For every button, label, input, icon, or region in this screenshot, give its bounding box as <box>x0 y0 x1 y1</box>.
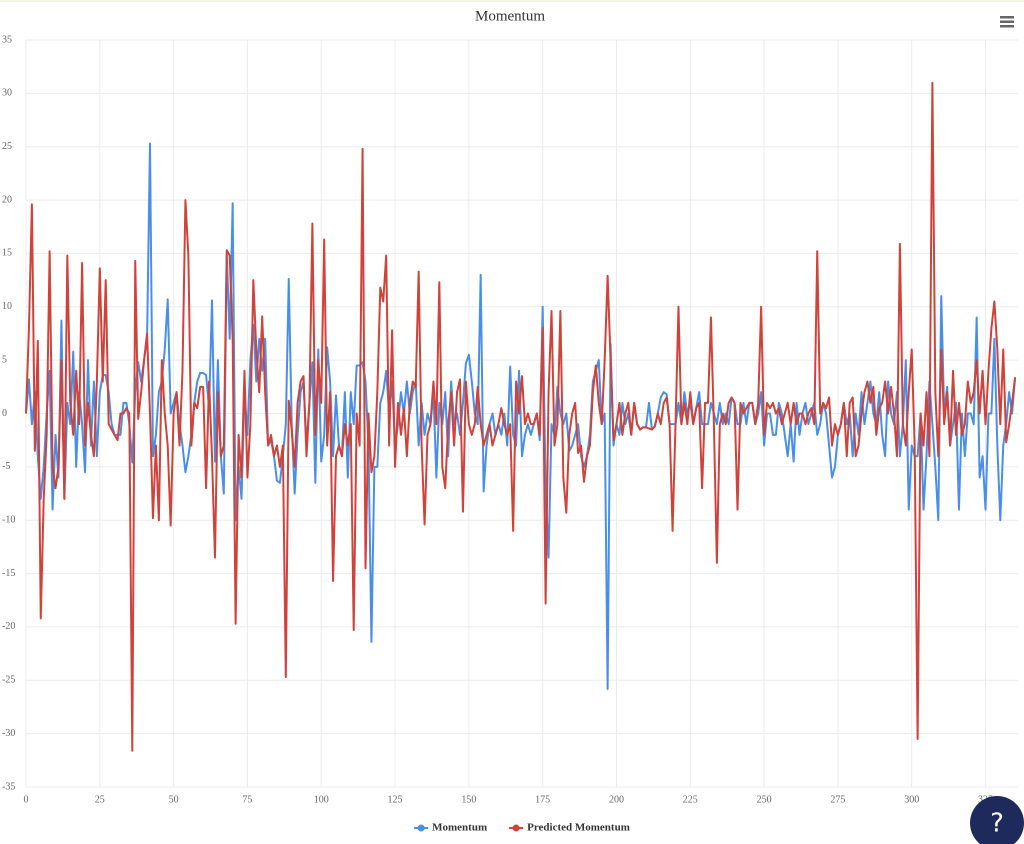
menu-icon[interactable] <box>1000 16 1014 28</box>
legend-label: Predicted Momentum <box>527 822 630 834</box>
x-tick-label: 75 <box>242 794 252 805</box>
y-tick-label: -35 <box>2 781 15 792</box>
menu-bar <box>1000 16 1014 19</box>
y-tick-label: 10 <box>2 301 12 312</box>
x-tick-label: 175 <box>535 794 550 805</box>
menu-bar <box>1000 25 1014 28</box>
y-tick-label: 5 <box>2 354 7 365</box>
legend-item[interactable]: Momentum <box>414 822 487 834</box>
legend-item[interactable]: Predicted Momentum <box>509 822 630 834</box>
y-tick-label: 35 <box>2 34 12 45</box>
x-tick-label: 150 <box>461 794 476 805</box>
x-tick-label: 225 <box>683 794 698 805</box>
y-tick-label: 25 <box>2 141 12 152</box>
y-tick-label: 0 <box>2 408 7 419</box>
help-label: ? <box>990 809 1004 839</box>
y-tick-label: -15 <box>2 568 15 579</box>
x-tick-label: 250 <box>757 794 772 805</box>
x-tick-label: 300 <box>904 794 919 805</box>
chart-title: Momentum <box>475 8 545 24</box>
y-tick-label: -25 <box>2 675 15 686</box>
x-tick-label: 25 <box>95 794 105 805</box>
y-tick-label: 15 <box>2 248 12 259</box>
legend-label: Momentum <box>432 822 487 834</box>
help-circle <box>970 796 1024 844</box>
legend-marker <box>417 824 425 832</box>
y-tick-label: 30 <box>2 88 12 99</box>
series-line <box>25 81 1017 752</box>
x-tick-label: 275 <box>830 794 845 805</box>
legend: Momentum Predicted Momentum <box>414 822 630 834</box>
x-tick-label: 100 <box>314 794 329 805</box>
help-button[interactable]: ? <box>970 796 1024 844</box>
x-tick-label: 125 <box>388 794 403 805</box>
y-tick-label: 20 <box>2 194 12 205</box>
menu-bar <box>1000 20 1014 23</box>
y-tick-label: -30 <box>2 728 15 739</box>
legend-marker <box>512 824 520 832</box>
x-tick-label: 0 <box>24 794 29 805</box>
y-tick-label: -5 <box>2 461 10 472</box>
plot-area: -35 -30 -25 -20 -15 -10 -5 0 5 10 15 20 25 30 35 0 25 50 7… <box>2 34 1018 805</box>
x-tick-label: 50 <box>169 794 179 805</box>
x-tick-label: 200 <box>609 794 624 805</box>
top-border <box>0 0 1024 2</box>
y-tick-label: -10 <box>2 515 15 526</box>
y-tick-label: -20 <box>2 621 15 632</box>
